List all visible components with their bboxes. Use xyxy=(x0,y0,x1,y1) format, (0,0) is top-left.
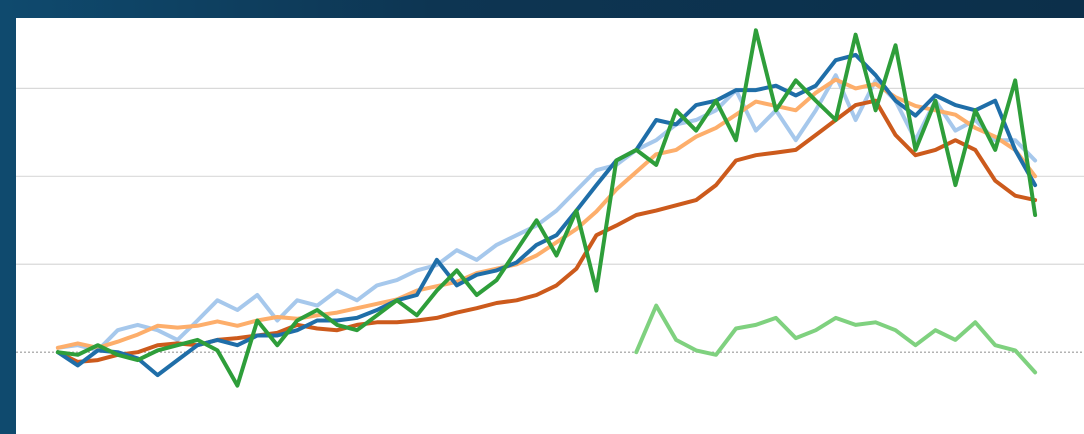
series-line xyxy=(55,73,1038,353)
series-line xyxy=(634,303,1038,375)
plot-panel xyxy=(16,18,1084,434)
series-line xyxy=(55,77,1038,350)
series-line xyxy=(55,28,1038,388)
